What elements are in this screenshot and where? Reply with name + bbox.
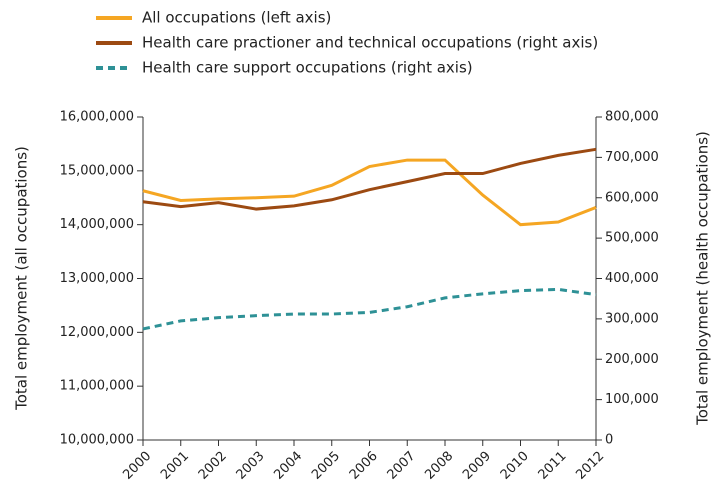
legend-label: Health care practioner and technical occ…: [142, 34, 598, 52]
x-tick-label: 2011: [536, 449, 570, 482]
legend-label: All occupations (left axis): [142, 9, 331, 27]
y-tick-label: 10,000,000: [60, 433, 134, 448]
x-tick-label: 2002: [196, 449, 230, 482]
x-tick-label: 2006: [347, 449, 381, 482]
x-tick-label: 2005: [309, 449, 343, 482]
y2-tick-label: 300,000: [605, 311, 659, 326]
series-line: [142, 158, 597, 227]
series-line: [142, 147, 597, 211]
y-tick-label: 11,000,000: [60, 379, 134, 394]
y-tick-label: 16,000,000: [60, 110, 134, 125]
y2-tick-label: 0: [605, 433, 613, 448]
y2-tick-label: 500,000: [605, 231, 659, 246]
x-tick-label: 2009: [460, 449, 494, 482]
x-tick-label: 2000: [120, 449, 154, 482]
x-tick-label: 2004: [271, 449, 305, 482]
x-tick-label: 2003: [234, 449, 268, 482]
y2-axis-label: Total employment (health occupations): [694, 131, 712, 426]
y-tick-label: 14,000,000: [60, 217, 134, 232]
y-tick-label: 12,000,000: [60, 325, 134, 340]
y2-tick-label: 800,000: [605, 110, 659, 125]
y-tick-label: 15,000,000: [60, 163, 134, 178]
x-tick-label: 2010: [498, 449, 532, 482]
x-tick-label: 2007: [385, 449, 419, 482]
y-tick-label: 13,000,000: [60, 271, 134, 286]
series-line: [142, 287, 597, 331]
y2-tick-label: 400,000: [605, 271, 659, 286]
y-axis-label: Total employment (all occupations): [13, 146, 31, 411]
y2-tick-label: 700,000: [605, 150, 659, 165]
x-tick-label: 2008: [422, 449, 456, 482]
y2-tick-label: 600,000: [605, 190, 659, 205]
y2-tick-label: 100,000: [605, 392, 659, 407]
legend-label: Health care support occupations (right a…: [142, 59, 473, 77]
x-tick-label: 2001: [158, 449, 192, 482]
y2-tick-label: 200,000: [605, 352, 659, 367]
x-tick-label: 2012: [573, 449, 607, 482]
